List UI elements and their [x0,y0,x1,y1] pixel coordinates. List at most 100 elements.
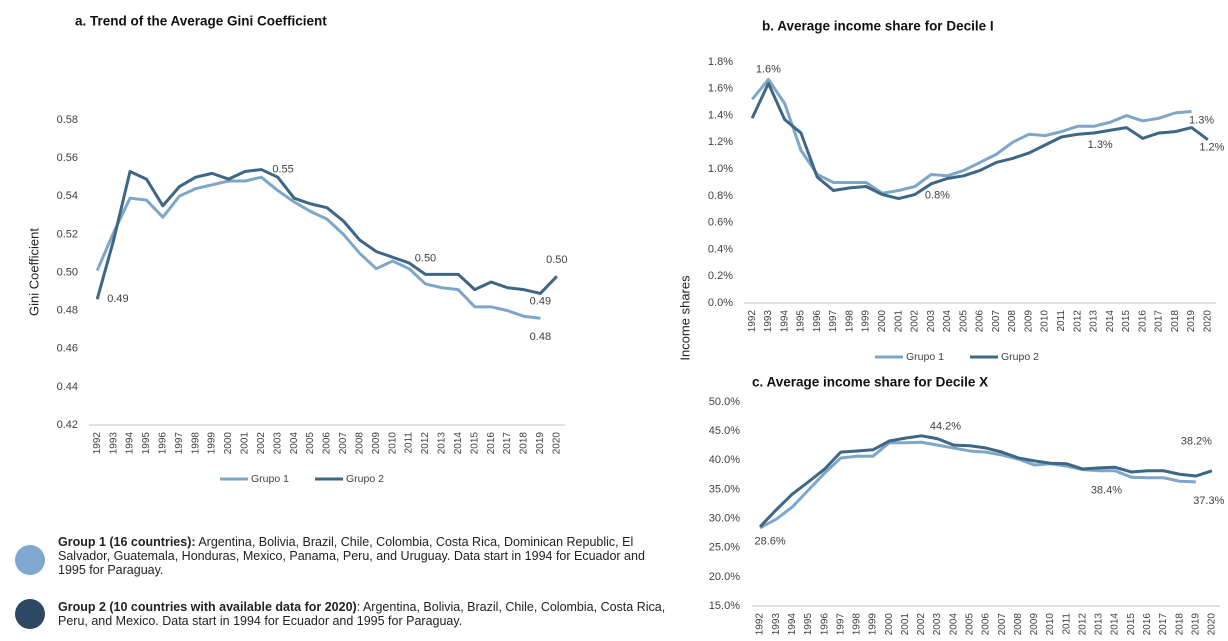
x-tick-label: 2011 [1056,310,1067,332]
x-tick-label: 2008 [1013,613,1024,636]
y-tick-label: 0.42 [57,419,78,431]
x-tick-label: 2019 [535,432,546,455]
x-tick-label: 2020 [551,432,562,455]
data-label: 38.2% [1181,436,1212,448]
x-tick-label: 2003 [932,613,943,636]
y-tick-label: 20.0% [709,571,740,583]
x-tick-label: 2010 [1045,613,1056,636]
x-tick-label: 2013 [1094,613,1105,636]
y-tick-label: 0.52 [57,228,78,240]
x-tick-label: 1992 [747,310,758,333]
legend-label: Grupo 1 [906,351,944,363]
x-tick-label: 1992 [755,613,766,636]
x-tick-label: 2013 [437,432,448,455]
x-tick-label: 1998 [852,613,863,636]
x-tick-label: 2003 [272,432,283,455]
x-tick-label: 2019 [1186,310,1197,333]
x-tick-label: 1995 [796,310,807,333]
data-label: 0.8% [925,189,950,201]
x-tick-label: 2005 [958,310,969,333]
x-tick-label: 2020 [1203,310,1214,333]
y-tick-label: 0.6% [708,217,733,229]
chart-title: a. Trend of the Average Gini Coefficient [75,14,327,29]
y-tick-label: 0.8% [708,190,733,202]
data-label: 0.50 [546,254,567,266]
x-tick-label: 2000 [223,432,234,455]
x-tick-label: 2008 [354,432,365,455]
x-tick-label: 2002 [916,613,927,636]
data-label: 0.48 [530,331,551,343]
data-label: 38.4% [1091,485,1122,497]
y-axis-label: Gini Coefficient [26,228,41,316]
y-tick-label: 0.48 [57,305,78,317]
x-tick-label: 2004 [289,432,300,455]
y-tick-label: 50.0% [709,396,740,408]
x-tick-label: 2012 [420,432,431,455]
x-tick-label: 2003 [926,310,937,333]
x-tick-label: 2010 [387,432,398,455]
y-tick-label: 0.0% [708,297,733,309]
data-label: 1.3% [1088,139,1113,151]
x-tick-label: 2001 [900,613,911,636]
y-tick-label: 25.0% [709,542,740,554]
y-tick-label: 1.4% [708,109,733,121]
y-tick-label: 0.2% [708,270,733,282]
note-title: Group 1 (16 countries): [58,535,196,549]
data-label: 28.6% [754,536,785,548]
x-tick-label: 2004 [948,613,959,636]
data-label: 0.49 [530,295,551,307]
x-tick-label: 2006 [975,310,986,333]
group2-marker [15,599,45,629]
y-tick-label: 0.58 [57,114,78,126]
x-tick-label: 2007 [997,613,1008,636]
x-tick-label: 2007 [338,432,349,455]
note-group2: Group 2 (10 countries with available dat… [58,600,668,628]
x-tick-label: 2001 [240,432,251,455]
x-tick-label: 2005 [965,613,976,636]
x-tick-label: 1998 [844,310,855,333]
x-tick-label: 2014 [453,432,464,455]
x-tick-label: 1997 [835,613,846,636]
x-tick-label: 1993 [763,310,774,333]
x-tick-label: 1997 [828,310,839,333]
y-tick-label: 0.54 [57,190,78,202]
x-tick-label: 2016 [1137,310,1148,333]
x-tick-label: 1994 [779,310,790,333]
data-label: 0.55 [272,163,293,175]
data-label: 44.2% [930,421,961,433]
x-tick-label: 2012 [1077,613,1088,636]
x-tick-label: 1999 [868,613,879,636]
x-tick-label: 1994 [125,432,136,455]
x-tick-label: 2011 [404,432,415,454]
x-tick-label: 2006 [981,613,992,636]
data-label: 1.6% [756,63,781,75]
x-tick-label: 2009 [371,432,382,455]
x-tick-label: 2000 [884,613,895,636]
data-label: 37.3% [1193,495,1224,507]
series-line [95,168,558,300]
y-tick-label: 1.2% [708,136,733,148]
x-tick-label: 2016 [1142,613,1153,636]
x-tick-label: 2012 [1072,310,1083,333]
legend-label: Grupo 1 [251,473,289,485]
legend-label: Grupo 2 [1001,351,1039,363]
data-label: 0.49 [107,293,128,305]
data-label: 1.2% [1199,142,1224,154]
y-tick-label: 15.0% [709,600,740,612]
note-text: : Argentina, Bolivia, Brazil, Chile, Col… [58,600,666,628]
y-tick-label: 45.0% [709,425,740,437]
x-tick-label: 2019 [1190,613,1201,636]
x-tick-label: 1992 [92,432,103,455]
x-tick-label: 2018 [1174,613,1185,636]
y-tick-label: 35.0% [709,483,740,495]
x-tick-label: 1995 [141,432,152,455]
x-tick-label: 2018 [519,432,530,455]
legend-label: Grupo 2 [346,473,384,485]
data-label: 0.50 [415,252,436,264]
x-tick-label: 1993 [771,613,782,636]
x-tick-label: 1999 [861,310,872,333]
x-tick-label: 2000 [877,310,888,333]
x-tick-label: 1996 [812,310,823,333]
